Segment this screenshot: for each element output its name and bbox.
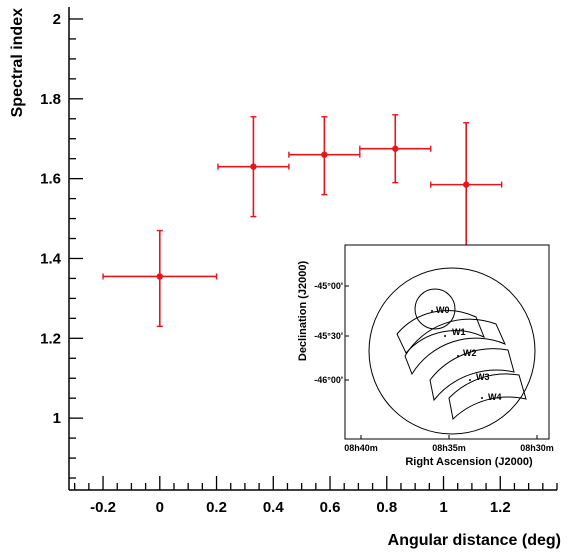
x-tick-label: 0.8 xyxy=(376,499,397,516)
inset-label-w2: W2 xyxy=(463,348,477,358)
data-point xyxy=(321,151,328,158)
inset-x-title: Right Ascension (J2000) xyxy=(405,456,533,468)
inset-y-tick-label: -46°00' xyxy=(314,375,343,385)
y-tick-label: 1.8 xyxy=(40,91,61,108)
inset-center-w1 xyxy=(444,335,446,337)
inset-y-tick-label: -45°30' xyxy=(314,331,343,341)
x-tick-label: 0.2 xyxy=(206,499,227,516)
inset-y-title: Declination (J2000) xyxy=(297,261,309,362)
inset-frame xyxy=(344,244,550,440)
plot-frame xyxy=(68,7,557,491)
x-tick-label: 0.4 xyxy=(263,499,285,516)
y-axis-title: Spectral index xyxy=(9,8,26,117)
inset-y-tick-label: -45°00' xyxy=(314,281,343,291)
inset-outer-circle xyxy=(368,267,536,435)
inset-center-w3 xyxy=(469,379,471,381)
data-point xyxy=(156,273,163,280)
x-tick-label: 1.2 xyxy=(490,499,511,516)
inset-label-w3: W3 xyxy=(476,372,490,382)
inset-region-w0 xyxy=(414,288,456,330)
inset-label-w1: W1 xyxy=(452,327,466,337)
y-axis-ticks: 1 1.2 1.4 1.6 1.8 2 xyxy=(40,11,83,479)
x-axis-title: Angular distance (deg) xyxy=(388,532,561,549)
y-tick-label: 2 xyxy=(53,11,61,28)
x-tick-label: 0.6 xyxy=(320,499,341,516)
data-point xyxy=(250,163,257,170)
data-point xyxy=(392,145,399,152)
inset-x-tick-label: 08h40m xyxy=(344,443,378,453)
inset-y-ticks xyxy=(345,285,349,381)
x-axis-ticks: -0.2 0 0.2 0.4 0.6 0.8 1 1.2 xyxy=(74,476,558,516)
inset-x-tick-label: 08h35m xyxy=(432,443,466,453)
inset-x-ticks xyxy=(360,435,538,439)
y-tick-label: 1.2 xyxy=(40,330,61,347)
inset-center-w4 xyxy=(481,397,483,399)
inset-label-w0: W0 xyxy=(436,305,450,315)
y-tick-label: 1.6 xyxy=(40,171,61,188)
y-tick-label: 1.4 xyxy=(40,250,62,267)
y-tick-label: 1 xyxy=(53,410,61,427)
x-tick-label: 0 xyxy=(156,499,164,516)
inset-region-w1 xyxy=(396,310,485,354)
inset-region-w2 xyxy=(404,318,506,376)
inset-region-w4 xyxy=(448,373,527,420)
inset-label-w4: W4 xyxy=(488,392,502,402)
inset-map: W0 W1 W2 W3 W4 08h40m 08h35m 08h30m -45°… xyxy=(297,244,554,468)
inset-x-tick-label: 08h30m xyxy=(520,443,554,453)
inset-center-w2 xyxy=(457,355,459,357)
x-tick-label: 1 xyxy=(439,499,447,516)
inset-region-w3 xyxy=(429,348,515,402)
x-tick-label: -0.2 xyxy=(90,499,116,516)
data-point xyxy=(463,181,470,188)
inset-center-w0 xyxy=(431,310,433,312)
data-series xyxy=(102,114,503,328)
